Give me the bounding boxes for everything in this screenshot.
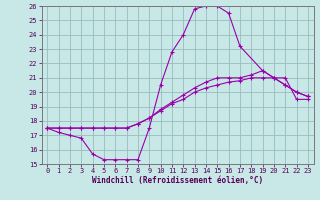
X-axis label: Windchill (Refroidissement éolien,°C): Windchill (Refroidissement éolien,°C) bbox=[92, 176, 263, 185]
